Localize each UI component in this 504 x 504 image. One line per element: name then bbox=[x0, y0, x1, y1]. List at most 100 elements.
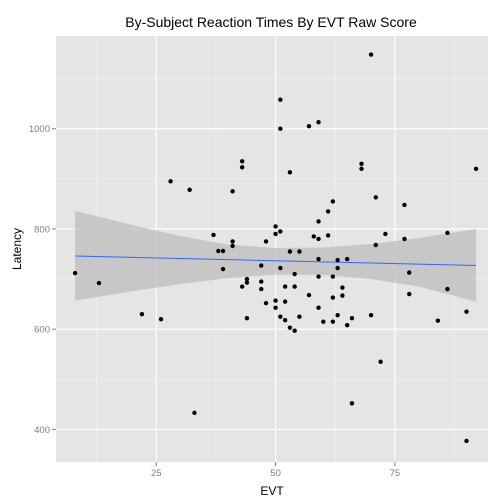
data-point bbox=[330, 274, 336, 279]
data-point bbox=[445, 286, 450, 292]
data-point bbox=[407, 291, 412, 297]
data-point bbox=[344, 322, 350, 328]
data-point bbox=[211, 232, 216, 238]
data-point bbox=[273, 298, 278, 303]
data-point bbox=[287, 325, 293, 330]
data-point bbox=[168, 179, 173, 184]
data-point bbox=[306, 292, 312, 298]
data-point bbox=[402, 236, 407, 242]
data-point bbox=[306, 124, 312, 129]
x-tick-label: 25 bbox=[151, 468, 162, 479]
data-point bbox=[244, 315, 250, 321]
data-point bbox=[273, 231, 278, 237]
data-point bbox=[239, 165, 245, 170]
data-point bbox=[139, 311, 145, 317]
data-point bbox=[263, 239, 269, 244]
data-point bbox=[321, 319, 326, 324]
data-point bbox=[316, 274, 321, 279]
data-point bbox=[330, 319, 336, 324]
data-point bbox=[373, 195, 379, 200]
data-point bbox=[244, 276, 250, 282]
data-point bbox=[187, 187, 192, 193]
data-point bbox=[192, 410, 197, 416]
data-point bbox=[158, 316, 164, 322]
data-point bbox=[359, 166, 364, 172]
data-point bbox=[325, 209, 331, 214]
data-point bbox=[335, 265, 340, 271]
data-point bbox=[220, 248, 226, 254]
data-point bbox=[311, 234, 316, 239]
y-axis-title: Latency bbox=[10, 228, 24, 270]
confidence-band bbox=[75, 210, 477, 302]
data-point bbox=[340, 293, 345, 298]
data-point bbox=[259, 279, 264, 284]
x-tick-label: 75 bbox=[390, 468, 401, 479]
trend-line bbox=[75, 255, 477, 267]
data-point bbox=[316, 219, 321, 224]
chart-title: By-Subject Reaction Times By EVT Raw Sco… bbox=[125, 14, 417, 30]
data-point bbox=[278, 265, 283, 271]
data-point bbox=[340, 285, 345, 290]
data-point bbox=[220, 266, 226, 272]
data-point bbox=[335, 312, 340, 318]
data-point bbox=[445, 230, 450, 236]
y-tick-label: 800 bbox=[34, 224, 50, 235]
data-point bbox=[282, 317, 288, 323]
data-point bbox=[278, 126, 283, 131]
data-point bbox=[316, 236, 321, 242]
x-tick-label: 50 bbox=[270, 468, 281, 479]
y-tick-label: 1000 bbox=[29, 124, 50, 135]
x-axis-title: EVT bbox=[260, 484, 284, 498]
data-point bbox=[239, 284, 245, 289]
data-point bbox=[464, 309, 469, 314]
data-point bbox=[259, 286, 264, 292]
data-point bbox=[378, 359, 383, 364]
data-point bbox=[278, 229, 283, 234]
data-point bbox=[373, 242, 379, 248]
y-axis-ticks: 400 600 800 1000 bbox=[29, 124, 56, 436]
data-point bbox=[349, 401, 355, 406]
x-axis-ticks: 25 50 75 bbox=[151, 462, 400, 479]
data-point bbox=[216, 248, 221, 254]
data-point bbox=[297, 314, 302, 319]
data-point bbox=[325, 233, 331, 238]
data-point bbox=[230, 243, 235, 249]
data-point bbox=[230, 239, 235, 244]
data-point bbox=[278, 314, 283, 319]
data-point bbox=[259, 263, 264, 268]
data-point bbox=[435, 318, 441, 323]
data-point bbox=[297, 249, 302, 254]
data-point bbox=[368, 312, 374, 318]
data-point bbox=[72, 270, 78, 276]
data-point bbox=[282, 299, 288, 304]
data-point bbox=[402, 202, 407, 208]
data-point bbox=[349, 315, 355, 321]
data-point bbox=[287, 249, 293, 254]
data-point bbox=[244, 280, 250, 285]
data-point bbox=[368, 52, 374, 57]
data-point bbox=[273, 224, 278, 229]
data-point bbox=[316, 256, 321, 262]
data-point bbox=[464, 438, 469, 444]
data-point bbox=[96, 280, 102, 286]
data-point bbox=[292, 284, 297, 289]
data-point bbox=[278, 97, 283, 102]
data-points bbox=[72, 52, 479, 444]
data-point bbox=[263, 300, 269, 306]
data-point bbox=[330, 295, 336, 300]
data-point bbox=[383, 231, 388, 237]
data-point bbox=[335, 257, 340, 263]
data-point bbox=[330, 199, 336, 204]
data-point bbox=[407, 270, 412, 275]
data-point bbox=[473, 166, 479, 172]
data-point bbox=[359, 161, 364, 166]
data-point bbox=[273, 305, 278, 310]
data-point bbox=[316, 120, 321, 125]
data-point bbox=[282, 284, 288, 289]
y-tick-label: 600 bbox=[34, 325, 50, 336]
data-point bbox=[344, 256, 350, 262]
data-point bbox=[292, 328, 297, 333]
data-point bbox=[316, 305, 321, 310]
data-point bbox=[230, 189, 235, 194]
